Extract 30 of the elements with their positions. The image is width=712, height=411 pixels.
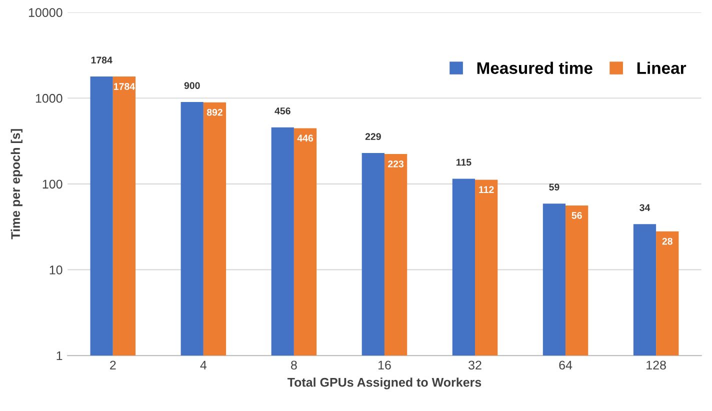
x-tick-label: 64 <box>559 360 572 370</box>
data-label: 34 <box>640 204 650 212</box>
data-label: 115 <box>456 158 472 166</box>
x-tick-label: 16 <box>378 360 391 370</box>
data-label: 229 <box>365 133 381 140</box>
x-tick-label: 8 <box>291 360 297 370</box>
data-label: 28 <box>662 238 672 245</box>
data-label: 456 <box>274 107 290 114</box>
y-tick-label: 100 <box>42 180 62 189</box>
y-tick-label: 1000 <box>36 94 62 103</box>
y-tick-label: 10000 <box>28 8 62 17</box>
data-label: 446 <box>297 134 314 142</box>
data-label: 56 <box>572 212 582 219</box>
y-tick-label: 1 <box>56 351 62 360</box>
legend-label: Linear <box>637 62 686 74</box>
y-axis-title: Time per epoch [s] <box>10 129 22 240</box>
data-label: 900 <box>184 82 200 90</box>
data-label: 59 <box>549 184 560 191</box>
data-label: 1784 <box>114 83 135 90</box>
legend-label: Measured time <box>477 62 592 74</box>
x-tick-label: 2 <box>110 360 116 370</box>
x-tick-label: 4 <box>200 360 207 370</box>
x-axis-title: Total GPUs Assigned to Workers <box>287 378 482 390</box>
x-tick-label: 32 <box>468 360 482 370</box>
data-label: 892 <box>206 108 222 116</box>
x-tick-label: 128 <box>646 360 666 370</box>
data-label: 112 <box>479 186 494 193</box>
data-label: 223 <box>388 160 404 168</box>
y-tick-label: 10 <box>50 266 62 274</box>
data-label: 1784 <box>91 56 112 64</box>
